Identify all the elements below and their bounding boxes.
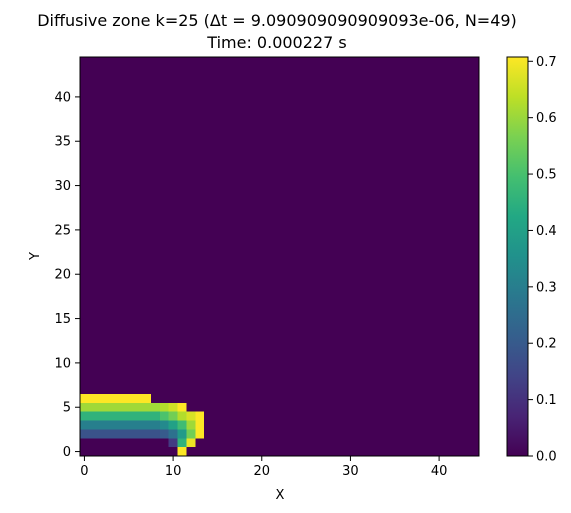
- heatmap-cell-24: [178, 438, 187, 447]
- y-tick-label-0: 0: [63, 445, 71, 460]
- colorbar-tick-label-7: 0.7: [536, 55, 557, 70]
- x-axis-ticks: 0 10 20 30 40: [80, 456, 447, 479]
- heatmap-cell-7: [169, 412, 178, 421]
- x-tick-label-4: 40: [431, 464, 448, 479]
- x-tick-label-3: 30: [342, 464, 359, 479]
- y-tick-label-3: 15: [54, 312, 71, 327]
- y-tick-label-5: 25: [54, 223, 71, 238]
- colorbar-tick-label-0: 0.0: [536, 450, 557, 465]
- colorbar-tick-label-2: 0.2: [536, 337, 557, 352]
- y-tick-label-1: 5: [63, 401, 71, 416]
- heatmap-cell-21: [186, 429, 195, 438]
- x-tick-label-0: 0: [80, 464, 88, 479]
- heatmap-cell-11: [80, 421, 160, 430]
- chart-title-line-1: Diffusive zone k=25 (Δt = 9.090909090909…: [37, 11, 517, 30]
- heatmap-cell-22: [195, 429, 204, 438]
- heatmap-cell-13: [169, 421, 178, 430]
- heatmap-cell-14: [178, 421, 187, 430]
- heatmap-cell-4: [178, 403, 187, 412]
- colorbar-tick-label-5: 0.5: [536, 168, 557, 183]
- chart-title-line-2: Time: 0.000227 s: [206, 33, 346, 52]
- heatmap-cell-26: [178, 447, 187, 456]
- y-tick-label-8: 40: [54, 90, 71, 105]
- heatmap-cell-8: [178, 412, 187, 421]
- y-tick-label-6: 30: [54, 179, 71, 194]
- heatmap-cell-25: [186, 438, 195, 447]
- y-tick-label-7: 35: [54, 135, 71, 150]
- heatmap-cell-20: [178, 429, 187, 438]
- colorbar-ticks: 0.0 0.1 0.2 0.3 0.4 0.5 0.6 0.7: [528, 55, 557, 465]
- heatmap-cell-10: [195, 412, 204, 421]
- heatmap-cell-12: [160, 421, 169, 430]
- colorbar-tick-label-4: 0.4: [536, 224, 557, 239]
- heatmap-cell-23: [169, 438, 178, 447]
- heatmap-cell-3: [169, 403, 178, 412]
- colorbar-tick-label-1: 0.1: [536, 393, 557, 408]
- heatmap-cell-5: [80, 412, 160, 421]
- x-axis-label: X: [276, 488, 285, 503]
- x-tick-label-1: 10: [165, 464, 182, 479]
- heatmap-cell-1: [80, 403, 160, 412]
- heatmap-cell-18: [160, 429, 169, 438]
- heatmap-cell-19: [169, 429, 178, 438]
- x-tick-label-2: 20: [253, 464, 270, 479]
- colorbar-tick-label-3: 0.3: [536, 280, 557, 295]
- heatmap-cell-16: [195, 421, 204, 430]
- heatmap-cell-0: [80, 394, 151, 403]
- y-tick-label-2: 10: [54, 356, 71, 371]
- y-axis-ticks: 0 5 10 15 20 25 30 35 40: [54, 90, 80, 460]
- heatmap-cell-17: [80, 429, 160, 438]
- heatmap-cell-15: [186, 421, 195, 430]
- colorbar: [507, 57, 528, 456]
- heatmap-cell-2: [160, 403, 169, 412]
- y-tick-label-4: 20: [54, 268, 71, 283]
- heatmap-cell-9: [186, 412, 195, 421]
- heatmap-cell-6: [160, 412, 169, 421]
- colorbar-tick-label-6: 0.6: [536, 111, 557, 126]
- y-axis-label: Y: [28, 252, 43, 261]
